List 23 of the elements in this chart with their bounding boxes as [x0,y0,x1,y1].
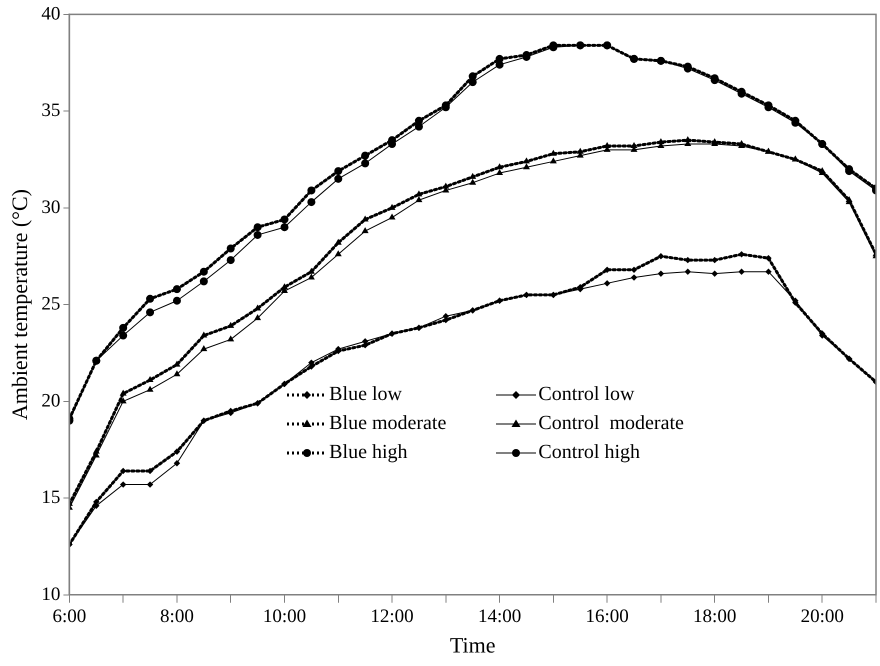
x-tick-label: 6:00 [52,606,86,628]
y-tick-label: 20 [41,390,60,412]
x-tick-label: 14:00 [478,606,522,628]
x-tick-label: 16:00 [585,606,629,628]
legend-label: Blue high [329,441,408,464]
y-tick-label: 10 [41,584,60,605]
legend-label: Control moderate [538,412,684,434]
legend-label: Control low [538,383,634,406]
legend-label: Blue low [329,383,402,406]
legend-label: Blue moderate [329,412,446,434]
y-axis-title: Ambient temperature (°C) [6,189,32,420]
y-tick-label: 40 [41,3,60,24]
legend-label: Control high [538,441,640,464]
y-tick-label: 25 [41,294,60,315]
x-tick-label: 12:00 [370,606,414,628]
x-tick-label: 10:00 [262,606,306,628]
y-tick-label: 35 [41,100,60,122]
x-tick-label: 20:00 [800,606,844,628]
x-axis-title: Time [450,632,496,658]
y-tick-label: 30 [41,196,60,218]
x-tick-label: 18:00 [693,606,736,628]
y-tick-label: 15 [41,487,60,508]
x-tick-label: 8:00 [160,606,194,628]
